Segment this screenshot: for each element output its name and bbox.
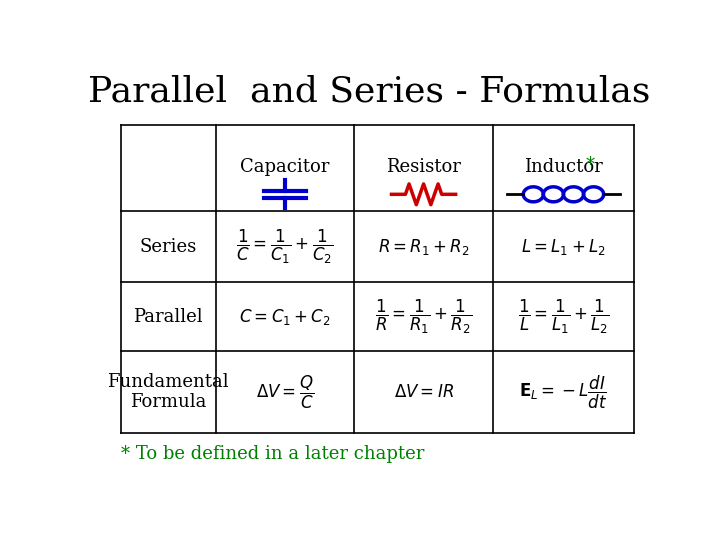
Text: $\Delta V = \dfrac{Q}{C}$: $\Delta V = \dfrac{Q}{C}$ (256, 373, 314, 410)
Text: Series: Series (140, 238, 197, 255)
Text: Capacitor: Capacitor (240, 158, 330, 176)
Text: Resistor: Resistor (386, 158, 461, 176)
Text: $C = C_1 + C_2$: $C = C_1 + C_2$ (239, 307, 331, 327)
Text: Parallel: Parallel (133, 308, 203, 326)
Text: *: * (585, 157, 595, 174)
Text: * To be defined in a later chapter: * To be defined in a later chapter (121, 444, 424, 463)
Text: Parallel  and Series - Formulas: Parallel and Series - Formulas (88, 75, 650, 109)
Text: $\dfrac{1}{L} = \dfrac{1}{L_1} + \dfrac{1}{L_2}$: $\dfrac{1}{L} = \dfrac{1}{L_1} + \dfrac{… (518, 298, 609, 336)
Text: $R = R_1 + R_2$: $R = R_1 + R_2$ (378, 237, 469, 256)
Text: $\dfrac{1}{R} = \dfrac{1}{R_1} + \dfrac{1}{R_2}$: $\dfrac{1}{R} = \dfrac{1}{R_1} + \dfrac{… (375, 298, 472, 336)
Text: $L = L_1 + L_2$: $L = L_1 + L_2$ (521, 237, 606, 256)
Text: $\mathbf{E}_L = -L\dfrac{dI}{dt}$: $\mathbf{E}_L = -L\dfrac{dI}{dt}$ (519, 373, 608, 410)
Text: Inductor: Inductor (524, 158, 603, 176)
Text: Fundamental
Formula: Fundamental Formula (107, 373, 229, 411)
Text: $\Delta V = IR$: $\Delta V = IR$ (394, 383, 454, 401)
Text: $\dfrac{1}{C} = \dfrac{1}{C_1} + \dfrac{1}{C_2}$: $\dfrac{1}{C} = \dfrac{1}{C_1} + \dfrac{… (236, 227, 334, 266)
